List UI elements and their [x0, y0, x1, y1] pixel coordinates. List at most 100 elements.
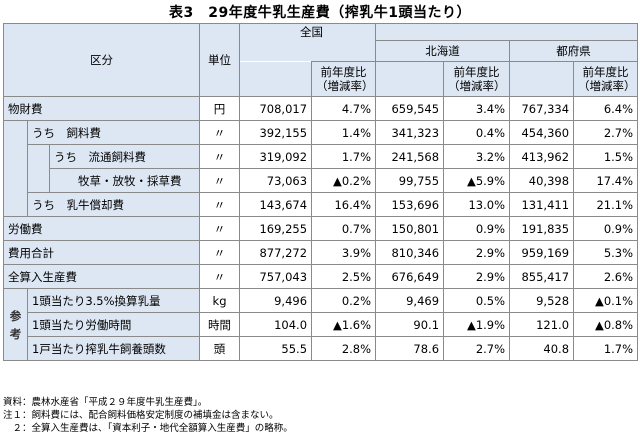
- table-row: うち 流通飼料費 〃 319,092 1.7% 241,568 3.2% 413…: [4, 144, 639, 193]
- rate-cell: 2.5%: [311, 264, 377, 289]
- value-cell: 392,155: [239, 120, 313, 145]
- rate-cell: 3.4%: [443, 96, 511, 121]
- rate-cell: ▲1.6%: [311, 312, 377, 337]
- footnote-1: 注１：飼料費には、配合飼料価格安定制度の補填金は含まない。: [3, 410, 279, 421]
- rate-cell: 1.5%: [573, 144, 639, 169]
- row-unit: 〃: [199, 168, 241, 193]
- rate-cell: 21.1%: [573, 192, 639, 217]
- rate-cell: 16.4%: [311, 192, 377, 217]
- row-unit: 〃: [199, 264, 241, 289]
- rate-cell: 5.3%: [573, 240, 639, 265]
- row-unit: 〃: [199, 120, 241, 145]
- table-row: 物財費 円 708,017 4.7% 659,545 3.4% 767,334 …: [2, 96, 639, 121]
- table-row: うち 飼料費 〃 392,155 1.4% 341,323 0.4% 454,3…: [3, 120, 639, 217]
- value-cell: 454,360: [509, 120, 575, 145]
- value-cell: 319,092: [239, 144, 313, 169]
- rate-cell: 13.0%: [443, 192, 511, 217]
- rate-cell: ▲5.9%: [443, 168, 511, 193]
- value-cell: 659,545: [375, 96, 445, 121]
- row-label: 1戸当たり搾乳牛飼養頭数: [26, 336, 201, 361]
- rate-cell: 1.7%: [311, 144, 377, 169]
- header-unit: 単位: [199, 23, 241, 97]
- row-label: 全算入生産費: [2, 264, 201, 289]
- header-rate-tofuken: 前年度比 （増減率）: [573, 61, 639, 97]
- value-cell: 676,649: [375, 264, 445, 289]
- rate-cell: 2.9%: [443, 264, 511, 289]
- rate-cell: 4.7%: [311, 96, 377, 121]
- row-unit: kg: [199, 288, 241, 313]
- rate-cell: 0.4%: [443, 120, 511, 145]
- value-cell: 73,063: [239, 168, 313, 193]
- header-region-hokkaido: 北海道: [375, 40, 511, 62]
- rate-cell: 0.5%: [443, 288, 511, 313]
- value-cell: 153,696: [375, 192, 445, 217]
- table-row: 参考 1頭当たり3.5%換算乳量 kg 9,496 0.2% 9,469 0.5…: [3, 288, 639, 361]
- rate-cell: 0.7%: [311, 216, 377, 241]
- row-unit: 〃: [199, 240, 241, 265]
- header-region-national: 全国: [239, 23, 377, 41]
- rate-cell: 0.9%: [573, 216, 639, 241]
- table-row: 1頭当たり労働時間 時間 104.0 ▲1.6% 90.1 ▲1.9% 121.…: [4, 312, 639, 337]
- rate-cell: 2.7%: [573, 120, 639, 145]
- value-cell: 767,334: [509, 96, 575, 121]
- rate-cell: ▲0.8%: [573, 312, 639, 337]
- row-unit: 頭: [199, 336, 241, 361]
- value-cell: 90.1: [375, 312, 445, 337]
- row-label: うち 飼料費: [26, 120, 201, 145]
- header-rate-hokkaido: 前年度比 （増減率）: [443, 61, 511, 97]
- rate-cell: 2.7%: [443, 336, 511, 361]
- table-row: 牧草・放牧・採草費 〃 73,063 ▲0.2% 99,755 ▲5.9% 40…: [4, 168, 639, 193]
- value-cell: 121.0: [509, 312, 575, 337]
- value-cell: 341,323: [375, 120, 445, 145]
- value-cell: 9,496: [239, 288, 313, 313]
- rate-cell: 2.8%: [311, 336, 377, 361]
- rate-cell: ▲0.1%: [573, 288, 639, 313]
- table-title: 表3 29年度牛乳生産費（搾乳牛1頭当たり）: [169, 5, 471, 21]
- rate-cell: ▲0.2%: [311, 168, 377, 193]
- rate-cell: 1.4%: [311, 120, 377, 145]
- value-cell: 150,801: [375, 216, 445, 241]
- value-cell: 143,674: [239, 192, 313, 217]
- row-label: 費用合計: [2, 240, 201, 265]
- rate-cell: 3.9%: [311, 240, 377, 265]
- production-cost-table: 区分 単位 全国 北海道 都府県 前年度比 （増減率） 前年度比 （増減率） 前年度…: [2, 23, 639, 361]
- row-label: 労働費: [2, 216, 201, 241]
- value-cell: 99,755: [375, 168, 445, 193]
- value-cell: 9,528: [509, 288, 575, 313]
- value-cell: 104.0: [239, 312, 313, 337]
- value-cell: 78.6: [375, 336, 445, 361]
- value-cell: 877,272: [239, 240, 313, 265]
- row-unit: 時間: [199, 312, 241, 337]
- value-cell: 959,169: [509, 240, 575, 265]
- row-label: 牧草・放牧・採草費: [48, 168, 201, 193]
- row-unit: 円: [199, 96, 241, 121]
- row-label: 1頭当たり3.5%換算乳量: [26, 288, 201, 313]
- rate-cell: 0.9%: [443, 216, 511, 241]
- value-cell: 855,417: [509, 264, 575, 289]
- value-cell: 708,017: [239, 96, 313, 121]
- table-row: 費用合計 〃 877,272 3.9% 810,346 2.9% 959,169…: [2, 240, 639, 265]
- row-label: うち 流通飼料費: [48, 144, 201, 169]
- value-cell: 55.5: [239, 336, 313, 361]
- value-cell: 40,398: [509, 168, 575, 193]
- table-row: 1戸当たり搾乳牛飼養頭数 頭 55.5 2.8% 78.6 2.7% 40.8 …: [4, 336, 639, 361]
- footnote-2: ２：全算入生産費は、「資本利子・地代全額算入生産費」の略称。: [3, 423, 293, 434]
- value-cell: 131,411: [509, 192, 575, 217]
- value-cell: 810,346: [375, 240, 445, 265]
- header-rate-national: 前年度比 （増減率）: [311, 61, 377, 97]
- table-row: 労働費 〃 169,255 0.7% 150,801 0.9% 191,835 …: [2, 216, 639, 241]
- rate-cell: 2.6%: [573, 264, 639, 289]
- rate-cell: 1.7%: [573, 336, 639, 361]
- value-cell: 9,469: [375, 288, 445, 313]
- row-label: 1頭当たり労働時間: [26, 312, 201, 337]
- value-cell: 191,835: [509, 216, 575, 241]
- rate-cell: 6.4%: [573, 96, 639, 121]
- footnote-source: 資料：農林水産省「平成２９年度牛乳生産費」。: [3, 397, 208, 408]
- value-cell: 169,255: [239, 216, 313, 241]
- value-cell: 40.8: [509, 336, 575, 361]
- row-unit: 〃: [199, 144, 241, 169]
- header-category: 区分: [2, 23, 201, 97]
- rate-cell: 17.4%: [573, 168, 639, 193]
- rate-cell: 0.2%: [311, 288, 377, 313]
- rate-cell: 3.2%: [443, 144, 511, 169]
